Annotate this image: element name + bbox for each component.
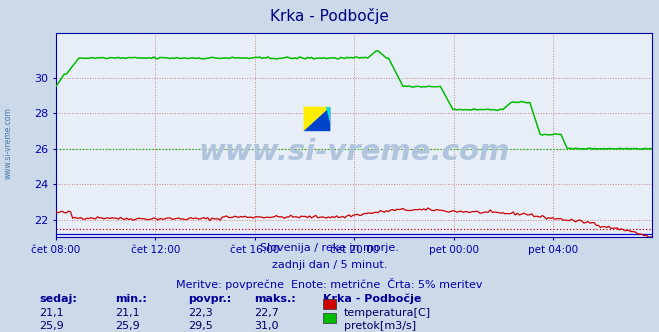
Text: 21,1: 21,1 [115, 308, 140, 318]
Text: 25,9: 25,9 [40, 321, 65, 331]
Text: Krka - Podbočje: Krka - Podbočje [270, 8, 389, 24]
Text: pretok[m3/s]: pretok[m3/s] [344, 321, 416, 331]
Text: 22,7: 22,7 [254, 308, 279, 318]
Polygon shape [326, 107, 330, 123]
Polygon shape [304, 107, 330, 131]
Text: 21,1: 21,1 [40, 308, 64, 318]
Text: 29,5: 29,5 [188, 321, 213, 331]
Text: Slovenija / reke in morje.: Slovenija / reke in morje. [260, 243, 399, 253]
Text: 22,3: 22,3 [188, 308, 213, 318]
Text: 25,9: 25,9 [115, 321, 140, 331]
Text: 31,0: 31,0 [254, 321, 278, 331]
Text: maks.:: maks.: [254, 294, 295, 304]
Text: sedaj:: sedaj: [40, 294, 77, 304]
Text: zadnji dan / 5 minut.: zadnji dan / 5 minut. [272, 260, 387, 270]
Text: min.:: min.: [115, 294, 147, 304]
Text: temperatura[C]: temperatura[C] [344, 308, 431, 318]
Polygon shape [304, 107, 330, 131]
Text: Krka - Podbočje: Krka - Podbočje [323, 294, 421, 304]
Text: povpr.:: povpr.: [188, 294, 231, 304]
Text: www.si-vreme.com: www.si-vreme.com [198, 138, 510, 166]
Text: www.si-vreme.com: www.si-vreme.com [3, 107, 13, 179]
Text: Meritve: povprečne  Enote: metrične  Črta: 5% meritev: Meritve: povprečne Enote: metrične Črta:… [176, 278, 483, 290]
